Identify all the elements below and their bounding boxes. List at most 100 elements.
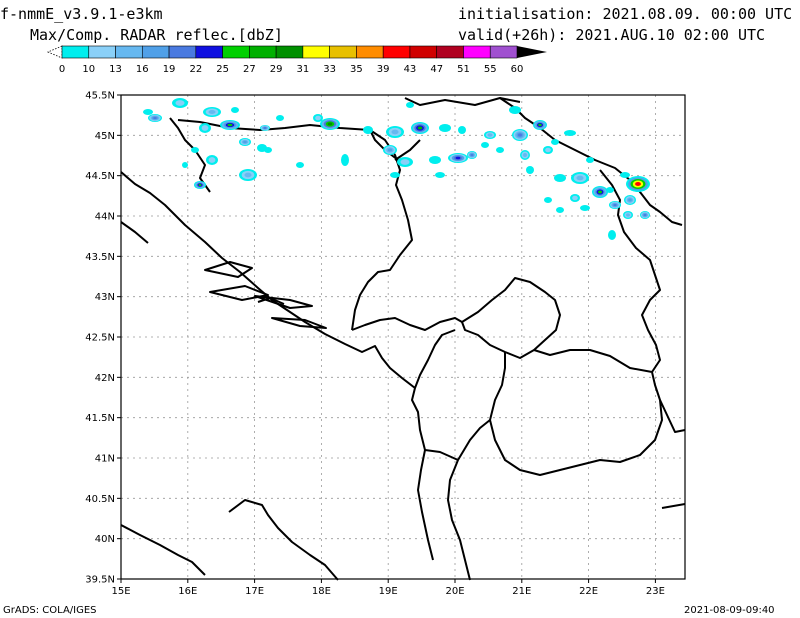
radar-echo-level: [572, 195, 578, 201]
radar-echo-level: [390, 172, 400, 178]
colorbar-label: 29: [270, 64, 283, 75]
colorbar-label: 43: [404, 64, 417, 75]
radar-cell: [220, 120, 240, 130]
radar-echo-level: [391, 129, 399, 135]
radar-echo-level: [518, 133, 522, 137]
radar-echo-level: [263, 127, 267, 129]
colorbar-label: 27: [243, 64, 256, 75]
radar-echo-level: [231, 107, 239, 113]
radar-echo-level: [551, 139, 559, 145]
lon-label: 20E: [445, 586, 464, 597]
radar-cell: [626, 176, 650, 192]
radar-cell: [526, 166, 534, 174]
radar-cell: [458, 126, 466, 134]
colorbar-label: 39: [377, 64, 390, 75]
radar-cell: [260, 125, 270, 131]
radar-echo-level: [264, 147, 272, 153]
radar-echo-level: [276, 115, 284, 121]
radar-echo-level: [315, 115, 321, 121]
radar-echo-level: [435, 172, 445, 178]
radar-echo-level: [626, 213, 630, 217]
radar-echo-level: [191, 147, 199, 153]
colorbar-label: 51: [457, 64, 470, 75]
radar-echo-level: [487, 133, 493, 137]
radar-echo-level: [580, 205, 590, 211]
colorbar-label: 0: [59, 64, 65, 75]
radar-echo-level: [538, 123, 542, 127]
colorbar-label: 19: [163, 64, 176, 75]
radar-echo-level: [545, 147, 551, 153]
radar-cell: [554, 174, 566, 182]
radar-cell: [551, 139, 559, 145]
colorbar: 0 10 13 16 19 22 25 27 29 31 33 35 39 43 47 51 55 60: [46, 45, 547, 75]
init-time: initialisation: 2021.08.09. 00:00 UTC: [458, 5, 793, 23]
radar-cell: [448, 153, 468, 163]
valid-time: valid(+26h): 2021.AUG.10 02:00 UTC: [458, 26, 766, 44]
radar-cell: [624, 195, 636, 205]
colorbar-high-arrow: [517, 46, 547, 58]
radar-cell: [608, 230, 616, 240]
footer-timestamp: 2021-08-09-09:40: [684, 605, 775, 616]
colorbar-label: 25: [216, 64, 229, 75]
radar-echo-level: [635, 182, 641, 186]
radar-cell: [320, 118, 340, 130]
radar-cell: [397, 157, 413, 167]
lat-label: 42N: [95, 373, 115, 384]
radar-echo-level: [327, 122, 333, 126]
radar-echo-level: [455, 156, 461, 160]
lat-label: 43.5N: [85, 252, 115, 263]
colorbar-label: 47: [430, 64, 443, 75]
lon-label: 23E: [646, 586, 665, 597]
radar-cell: [620, 172, 630, 178]
radar-cell: [182, 162, 188, 168]
radar-echo-level: [613, 204, 617, 206]
radar-echo-level: [227, 123, 233, 127]
colorbar-label: 35: [350, 64, 363, 75]
radar-cell: [509, 106, 521, 114]
radar-echo-level: [439, 124, 451, 132]
radar-echoes: [143, 98, 650, 240]
radar-echo-level: [606, 187, 614, 193]
radar-cell: [606, 187, 614, 193]
lat-label: 45N: [95, 131, 115, 142]
radar-cell: [383, 145, 397, 155]
colorbar-label: 10: [82, 64, 95, 75]
radar-echo-level: [458, 126, 466, 134]
radar-cell: [429, 156, 441, 164]
colorbar-label: 60: [511, 64, 524, 75]
radar-cell: [172, 98, 188, 108]
axis-labels: 45.5N 45N 44.5N 44N 43.5N 43N 42.5N 42N 41.5N 41N…: [85, 91, 665, 598]
radar-echo-level: [470, 154, 474, 156]
radar-cell: [481, 142, 489, 148]
radar-echo-level: [564, 130, 576, 136]
colorbar-label: 55: [484, 64, 497, 75]
radar-echo-level: [544, 197, 552, 203]
radar-cell: [435, 172, 445, 178]
radar-echo-level: [417, 126, 423, 130]
radar-echo-level: [387, 148, 393, 152]
lat-label: 42.5N: [85, 333, 115, 344]
radar-cell: [296, 162, 304, 168]
radar-cell: [467, 151, 477, 159]
radar-echo-level: [481, 142, 489, 148]
radar-cell: [199, 123, 211, 133]
radar-cell: [544, 197, 552, 203]
radar-cell: [496, 147, 504, 153]
radar-echo-level: [296, 162, 304, 168]
lat-label: 40N: [95, 534, 115, 545]
radar-cell: [570, 194, 580, 202]
radar-echo-level: [208, 157, 216, 163]
radar-echo-level: [509, 106, 521, 114]
radar-cell: [571, 172, 589, 184]
radar-cell: [148, 114, 162, 122]
radar-echo-level: [175, 100, 185, 106]
lon-label: 15E: [111, 586, 130, 597]
radar-cell: [512, 129, 528, 141]
lat-label: 44N: [95, 212, 115, 223]
colorbar-label: 22: [189, 64, 202, 75]
radar-cell: [406, 102, 414, 108]
radar-cell: [363, 126, 373, 134]
radar-echo-level: [244, 172, 252, 178]
graticule: [121, 95, 685, 579]
